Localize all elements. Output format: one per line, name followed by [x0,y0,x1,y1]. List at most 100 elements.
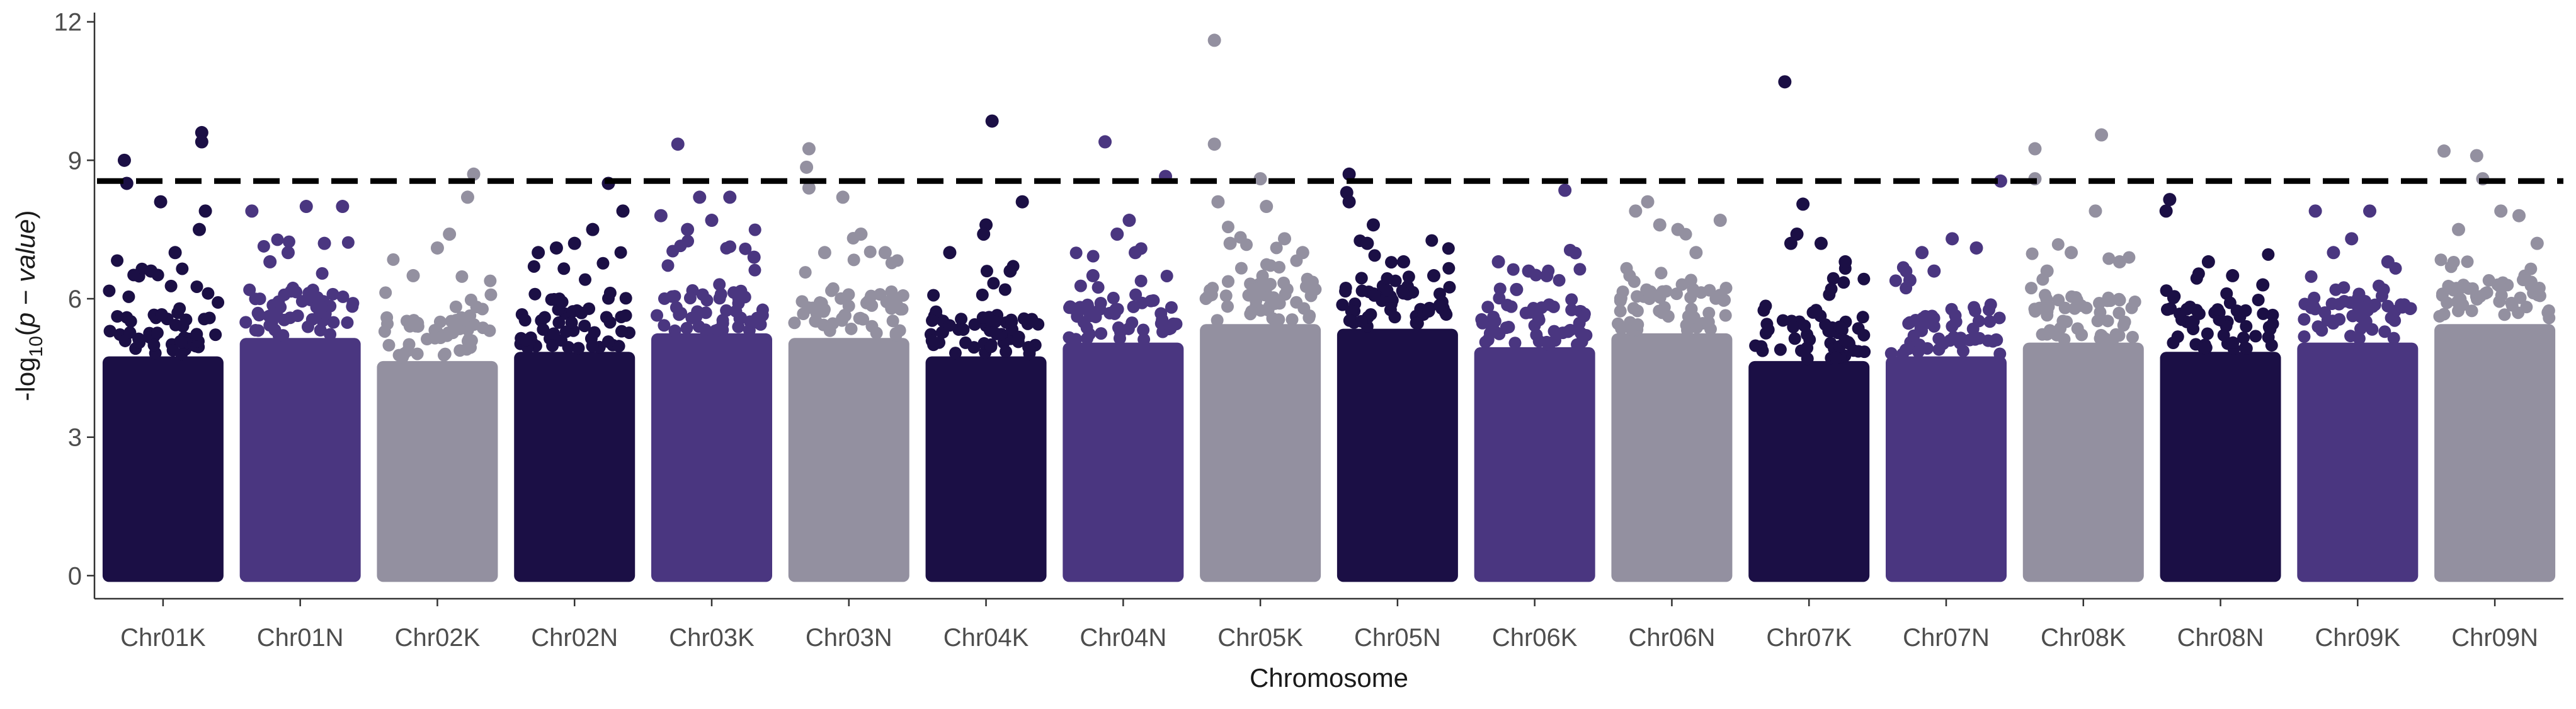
point-Chr05N-edge-21 [1336,298,1349,311]
point-Chr04N-scatter-7 [1134,274,1148,287]
x-tick-label-Chr05K: Chr05K [1217,624,1303,652]
x-tick-label-Chr06N: Chr06N [1629,624,1716,652]
point-Chr02K-scatter-4 [387,253,400,266]
point-Chr05K-edge-26 [1211,314,1224,327]
point-Chr09K-edge-24 [2366,300,2379,313]
point-Chr06K-edge-34 [1561,325,1575,338]
point-Chr05K-scatter-3 [1256,269,1269,282]
point-Chr06K-edge-23 [1578,309,1591,323]
point-Chr04K-scatter-11 [926,314,939,327]
point-Chr04N-hit-4 [1129,246,1143,260]
point-Chr06N-scatter-12 [1684,274,1697,287]
point-Chr07N-edge-40 [1899,343,1912,357]
point-Chr08N-edge-39 [2167,337,2180,350]
point-Chr09K-scatter-5 [2337,281,2351,294]
point-Chr05N-edge-23 [1343,314,1356,327]
point-Chr01K-edge-8 [124,314,137,328]
point-Chr09N-hit-4 [2512,209,2526,222]
point-Chr07K-edge-9 [1858,345,1871,359]
point-Chr05N-scatter-3 [1425,234,1439,247]
point-Chr07N-edge-28 [1932,343,1946,356]
band-Chr02N [514,352,635,582]
point-Chr01N-edge-30 [249,292,262,306]
point-Chr07N-scatter-12 [1984,298,1997,311]
point-Chr08N-edge-8 [2201,327,2214,340]
point-Chr04N-edge-4 [1137,323,1150,337]
point-Chr02K-scatter-10 [464,309,477,322]
point-Chr03N-scatter-13 [795,295,809,308]
point-Chr02N-edge-37 [552,316,566,329]
point-Chr01K-edge-4 [180,313,193,326]
point-Chr07N-hit-2 [1969,241,1983,255]
point-Chr04N-edge-37 [1126,316,1139,330]
point-Chr05N-edge-19 [1339,281,1352,294]
point-Chr06K-edge-28 [1493,327,1506,340]
point-Chr04K-edge-38 [1000,345,1013,358]
point-Chr06K-edge-39 [1502,321,1515,334]
point-Chr03K-edge-41 [670,301,683,314]
point-Chr07K-edge-30 [1838,334,1852,347]
point-Chr02K-edge-27 [438,347,452,360]
x-tick-label-Chr08N: Chr08N [2177,624,2264,652]
point-Chr04N-edge-32 [1154,307,1168,320]
point-Chr04N-scatter-12 [1063,301,1076,314]
point-Chr01N-edge-39 [268,323,282,337]
point-Chr02N-hit-3 [567,236,581,250]
point-Chr09N-hit-1 [2470,149,2483,163]
point-Chr08N-scatter-1 [2252,293,2265,306]
point-Chr03K-scatter-13 [668,290,681,303]
point-Chr05K-scatter-12 [1234,262,1248,275]
point-Chr03K-edge-20 [651,309,664,322]
point-Chr02K-edge-22 [382,338,396,352]
point-Chr04N-edge-27 [1112,321,1125,334]
point-Chr06K-scatter-8 [1569,246,1582,260]
point-Chr02N-hit-4 [586,222,600,236]
point-Chr05N-scatter-10 [1442,242,1455,255]
point-Chr04N-edge-34 [1111,303,1124,316]
point-Chr07K-scatter-11 [1825,282,1838,296]
point-Chr05N-edge-39 [1422,304,1435,318]
point-Chr02N-edge-30 [612,340,625,353]
point-Chr08N-edge-32 [2257,307,2270,320]
point-Chr08K-hit-3 [2089,204,2102,218]
point-Chr01N-edge-36 [270,308,283,321]
point-Chr07K-scatter-10 [1857,272,1871,285]
point-Chr04K-hit-4 [943,246,957,260]
point-Chr07N-edge-41 [1912,345,1925,359]
point-Chr02K-hit-4 [406,268,420,282]
point-Chr07N-edge-37 [1902,317,1915,330]
point-Chr08N-scatter-10 [2211,303,2225,316]
point-Chr05K-edge-11 [1277,276,1291,289]
point-Chr05K-edge-27 [1222,275,1235,288]
point-Chr04K-scatter-6 [987,277,1000,290]
point-Chr08K-scatter-11 [2065,290,2078,303]
point-Chr01K-edge-34 [190,328,203,341]
point-Chr06N-edge-20 [1661,309,1675,323]
point-Chr09N-edge-39 [2454,292,2467,306]
band-Chr05N [1336,328,1458,582]
point-Chr01N-hit-1 [299,200,313,214]
point-Chr02N-scatter-7 [556,296,569,309]
point-Chr03K-edge-28 [658,319,671,332]
point-Chr05N-scatter-0 [1368,249,1381,262]
x-tick-label-Chr03K: Chr03K [669,624,755,652]
point-Chr06K-scatter-4 [1507,263,1520,276]
point-Chr08N-hit-1 [2159,204,2173,218]
point-Chr05N-scatter-7 [1442,262,1456,275]
band-Chr01K [102,356,224,582]
point-Chr02K-scatter-11 [449,300,462,313]
band-Chr07N [1886,356,2007,582]
point-Chr09N-edge-20 [2452,304,2465,318]
band-Chr05K [1200,324,1321,582]
point-Chr08N-edge-2 [2240,320,2253,333]
point-Chr08N-edge-35 [2199,341,2213,354]
point-Chr08N-edge-38 [2217,328,2230,342]
point-Chr01N-scatter-11 [284,285,297,298]
band-Chr06K [1474,347,1595,582]
point-Chr06K-edge-33 [1481,301,1495,314]
point-Chr04K-edge-18 [955,313,968,326]
y-axis-title-minus: − [11,282,40,313]
point-Chr04N-hit-5 [1086,268,1100,282]
point-Chr01K-edge-36 [169,318,182,331]
